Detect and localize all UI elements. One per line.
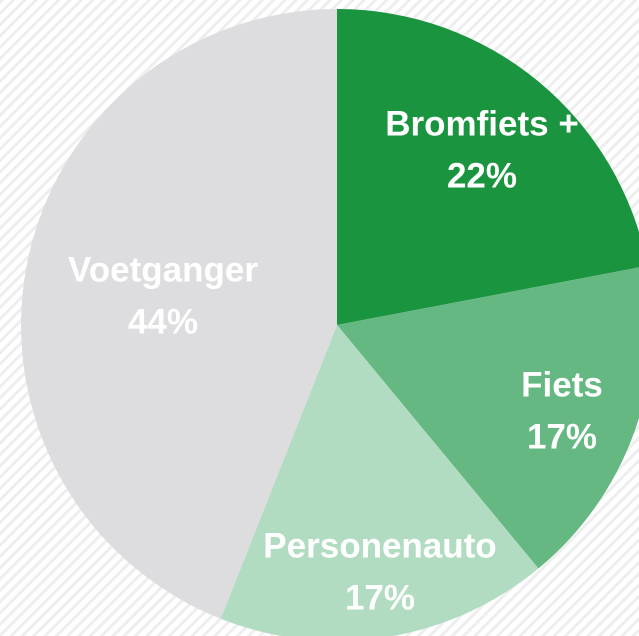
slice-label: Bromfiets +: [385, 104, 579, 143]
slice-value-label: 17%: [527, 417, 597, 456]
slice-value-label: 44%: [128, 302, 198, 341]
slice-label: Personenauto: [263, 526, 496, 565]
labels: Bromfiets + 22% Fiets 17% Personenauto 17% Voe…: [68, 104, 603, 617]
slice-label: Voetganger: [68, 250, 258, 289]
pie-slice: [20, 9, 337, 619]
slice-label: Fiets: [521, 365, 603, 404]
pie: [20, 9, 639, 636]
slice-value-label: 17%: [345, 578, 415, 617]
pie-slice: [337, 9, 639, 325]
pie-slice: [220, 325, 539, 636]
slice-value-label: 22%: [447, 156, 517, 195]
pie-slice: [337, 267, 639, 569]
